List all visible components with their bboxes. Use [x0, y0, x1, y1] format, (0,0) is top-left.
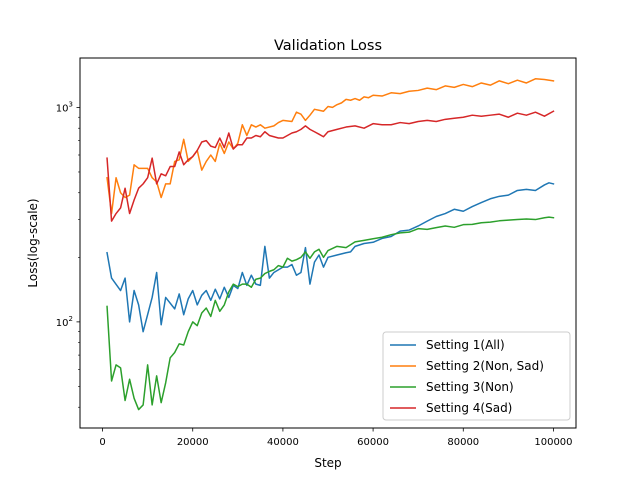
series-line-3 — [106, 216, 555, 411]
x-axis: 0 20000 40000 60000 80000 100000 — [99, 428, 573, 448]
legend-label-2: Setting 2(Non, Sad) — [426, 359, 544, 373]
x-tick-label: 60000 — [357, 437, 389, 448]
chart-title: Validation Loss — [274, 38, 382, 54]
legend-label-1: Setting 1(All) — [426, 338, 505, 352]
plot-frame — [79, 57, 577, 429]
x-tick-label: 40000 — [267, 437, 299, 448]
y-axis: 102 103 — [56, 100, 80, 408]
x-tick-label: 20000 — [177, 437, 209, 448]
legend-label-3: Setting 3(Non) — [426, 380, 514, 394]
x-axis-label: Step — [314, 456, 341, 470]
x-tick-label: 0 — [99, 437, 105, 448]
legend: Setting 1(All) Setting 2(Non, Sad) Setting… — [382, 331, 571, 421]
series-line-4 — [106, 110, 555, 222]
legend-label-4: Setting 4(Sad) — [426, 401, 512, 415]
series-line-1 — [106, 182, 555, 333]
series-line-2 — [106, 78, 555, 215]
y-tick-label: 103 — [56, 100, 73, 114]
y-tick-label: 102 — [56, 315, 73, 329]
x-tick-label: 100000 — [534, 437, 572, 448]
x-tick-label: 80000 — [447, 437, 479, 448]
legend-box — [382, 331, 571, 421]
y-axis-label: Loss(log-scale) — [26, 198, 40, 287]
